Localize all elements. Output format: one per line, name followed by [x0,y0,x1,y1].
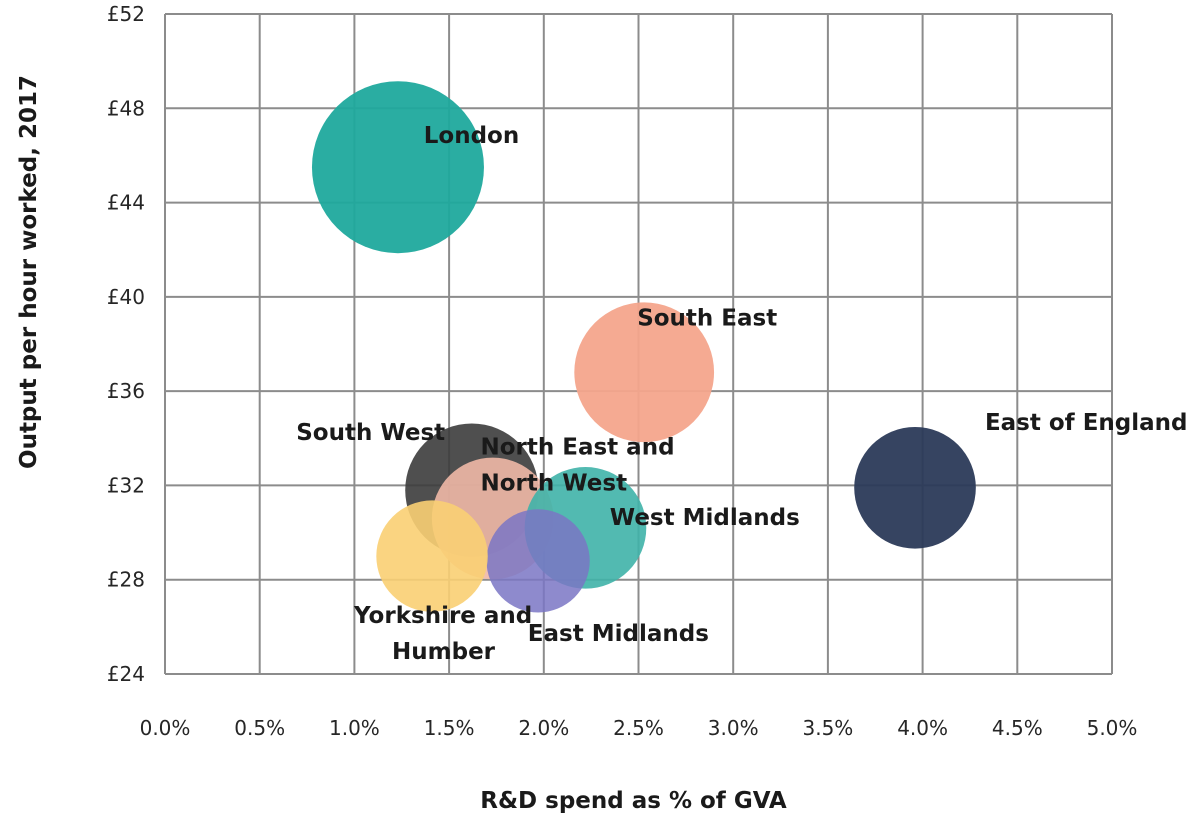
bubble-label: South West [296,420,445,446]
bubble-label-line: East Midlands [528,621,709,647]
bubble-label-line: North East and [480,435,674,461]
bubble-label-line: West Midlands [610,505,800,531]
bubble-label: Yorkshire and Humber [353,603,532,665]
bubble-label: North East and North West [480,435,674,497]
y-tick-label: £40 [107,285,145,309]
bubbles [311,81,976,613]
bubble-london [311,81,484,254]
x-tick-label: 5.0% [1087,716,1138,740]
x-tick-label: 0.5% [234,716,285,740]
bubble-label: East Midlands [528,621,709,647]
y-tick-label: £52 [107,2,145,26]
bubble-label-line: Humber [392,639,496,665]
bubble-label-line: London [424,123,519,149]
y-tick-label: £28 [107,568,145,592]
bubble-label-line: North West [480,471,627,497]
bubble-label: East of England [985,410,1188,436]
y-tick-label: £32 [107,473,145,497]
y-tick-label: £48 [107,96,145,120]
x-tick-label: 4.5% [992,716,1043,740]
bubble-label: West Midlands [610,505,800,531]
bubble-label-line: Yorkshire and [353,603,532,629]
bubble-label: London [424,123,519,149]
x-tick-label: 3.0% [708,716,759,740]
y-tick-label: £44 [107,191,145,215]
bubble-label-line: South East [637,305,777,331]
bubble-labels: London South East South West North East and… [296,123,1187,665]
bubble-label: South East [637,305,777,331]
y-tick-label: £24 [107,662,145,686]
y-axis-title: Output per hour worked, 2017 [16,75,42,469]
x-tick-label: 0.0% [140,716,191,740]
x-axis-title: R&D spend as % of GVA [480,788,787,814]
bubble-label-line: South West [296,420,445,446]
bubble-east-of-england [854,426,976,549]
x-tick-label: 4.0% [897,716,948,740]
bubble-east-midlands [486,509,590,613]
x-tick-label: 2.5% [613,716,664,740]
x-tick-label: 2.0% [518,716,569,740]
bubble-south-east [574,302,715,443]
x-tick-label: 1.5% [424,716,475,740]
axis-ticks: 0.0% 0.5% 1.0% 1.5% 2.0% 2.5% 3.0% 3.5% 4.0% 4.5%… [107,2,1138,740]
x-tick-label: 1.0% [329,716,380,740]
bubble-label-line: East of England [985,410,1188,436]
x-tick-label: 3.5% [802,716,853,740]
bubble-yorkshire-and-humber [376,500,488,612]
y-tick-label: £36 [107,379,145,403]
